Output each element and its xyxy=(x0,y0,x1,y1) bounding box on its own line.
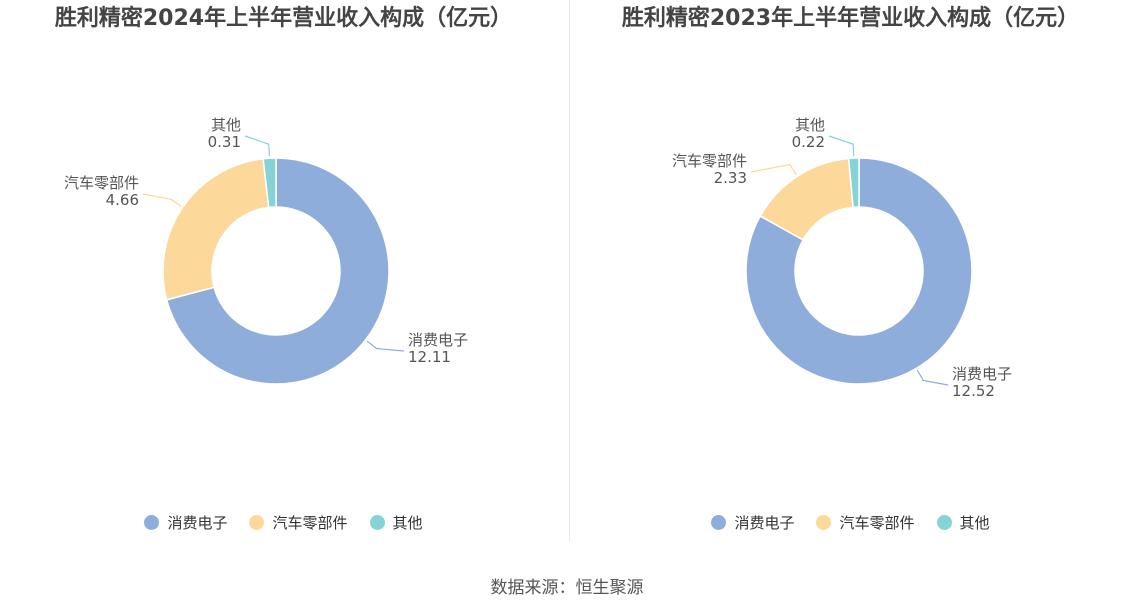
legend-item-other[interactable]: 其他 xyxy=(936,512,990,533)
slice-value-label: 12.11 xyxy=(408,348,451,366)
legend-item-other[interactable]: 其他 xyxy=(369,512,423,533)
slice-value-label: 0.31 xyxy=(208,133,241,151)
chart-title: 胜利精密2023年上半年营业收入构成（亿元） xyxy=(621,6,1080,31)
slice-value-label: 0.22 xyxy=(792,133,825,151)
data-source: 数据来源：恒生聚源 xyxy=(490,578,644,598)
legend-item-consumer-electronics[interactable]: 消费电子 xyxy=(144,512,227,533)
legend-dot xyxy=(936,515,952,530)
legend-dot xyxy=(816,515,832,530)
donut-slice-0[interactable] xyxy=(745,157,973,385)
leader-line-2 xyxy=(244,135,271,157)
chart-panel-2023: 胜利精密2023年上半年营业收入构成（亿元） 消费电子 12.52 汽车零部件 2.3… xyxy=(567,0,1134,545)
legend-item-consumer-electronics[interactable]: 消费电子 xyxy=(711,512,794,533)
slice-category-label: 消费电子 xyxy=(952,365,1012,383)
slice-category-label: 其他 xyxy=(211,116,241,134)
donut-slice-1[interactable] xyxy=(162,157,270,301)
slice-category-label: 汽车零部件 xyxy=(64,174,139,192)
legend-label: 其他 xyxy=(959,514,990,532)
slice-value-label: 12.52 xyxy=(952,382,995,400)
slice-value-label: 4.66 xyxy=(106,191,139,209)
legend-label: 其他 xyxy=(392,514,423,532)
leader-line-1 xyxy=(750,163,797,175)
chart-title: 胜利精密2024年上半年营业收入构成（亿元） xyxy=(54,6,513,31)
leader-line-2 xyxy=(828,135,855,157)
legend-label: 消费电子 xyxy=(167,514,228,532)
slice-category-label: 消费电子 xyxy=(408,331,468,349)
slice-category-label: 汽车零部件 xyxy=(672,152,747,170)
panel-divider xyxy=(569,0,570,542)
leader-line-1 xyxy=(142,193,182,207)
chart-panel-2024: 胜利精密2024年上半年营业收入构成（亿元） 消费电子 12.11 汽车零部件 4.6… xyxy=(0,0,567,545)
donut-slice-2[interactable] xyxy=(262,157,277,209)
legend-item-auto-parts[interactable]: 汽车零部件 xyxy=(816,512,915,533)
legend-label: 消费电子 xyxy=(734,514,795,532)
donut-slice-2[interactable] xyxy=(847,157,860,209)
legend-dot xyxy=(711,515,727,530)
legend-item-auto-parts[interactable]: 汽车零部件 xyxy=(249,512,348,533)
legend-label: 汽车零部件 xyxy=(839,514,915,532)
legend-dot xyxy=(249,515,265,530)
donut-slice-0[interactable] xyxy=(165,157,390,385)
legend-dot xyxy=(144,515,160,530)
legend: 消费电子 汽车零部件 其他 xyxy=(567,512,1134,533)
slice-value-label: 2.33 xyxy=(714,169,747,187)
slice-category-label: 其他 xyxy=(795,116,825,134)
legend-label: 汽车零部件 xyxy=(272,514,348,532)
leader-line-0 xyxy=(366,340,405,352)
legend: 消费电子 汽车零部件 其他 xyxy=(0,512,567,533)
leader-line-0 xyxy=(916,369,949,386)
legend-dot xyxy=(369,515,385,530)
